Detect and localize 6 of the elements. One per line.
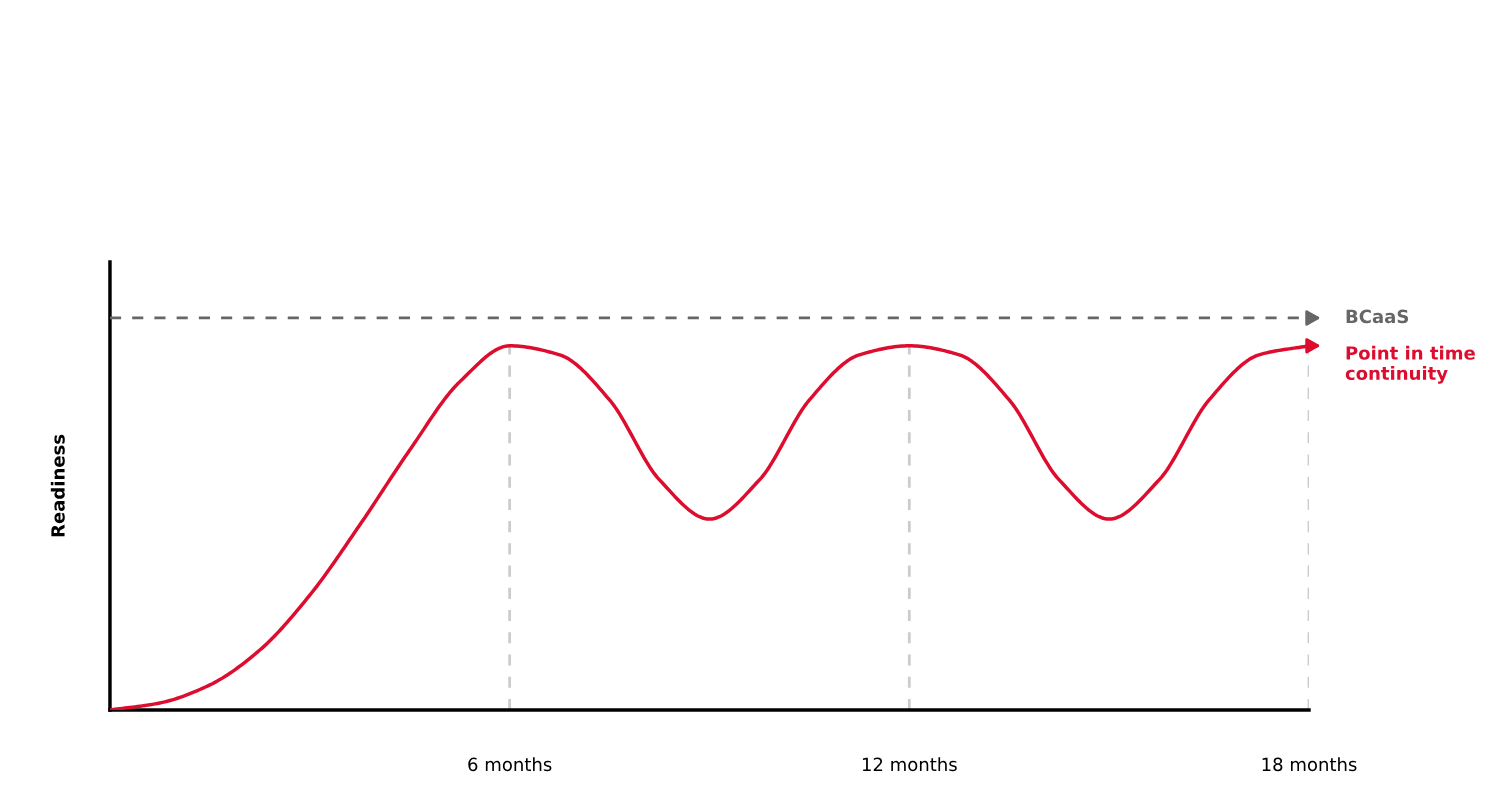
x-tick-label: 6 months [468, 757, 552, 772]
legend-label: BCaaS [1346, 309, 1409, 324]
legend-label: Point in time continuity [1345, 345, 1475, 384]
x-tick-label: 18 months [1262, 757, 1357, 772]
y-axis-title: Readiness [50, 434, 65, 537]
x-tick-label: 12 months [862, 757, 957, 772]
